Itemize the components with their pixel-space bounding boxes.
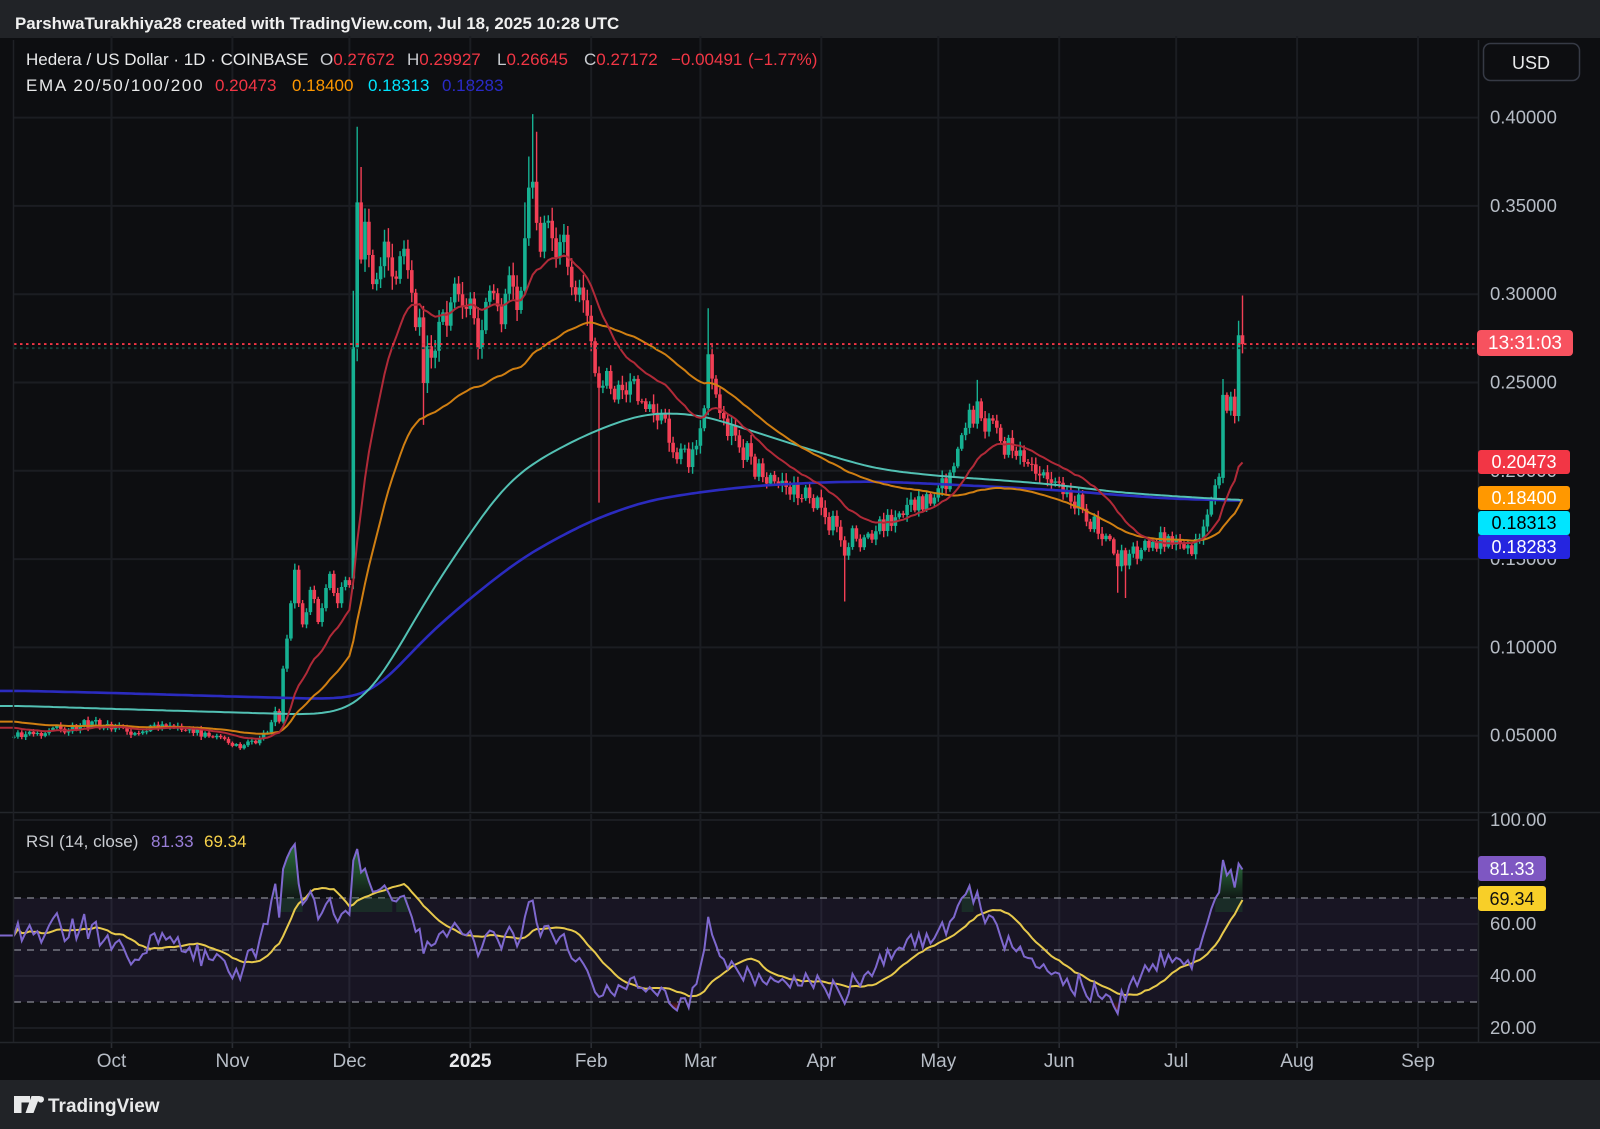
svg-text:USD: USD (1512, 53, 1550, 73)
svg-text:0.35000: 0.35000 (1490, 195, 1557, 216)
svg-text:40.00: 40.00 (1490, 965, 1536, 986)
svg-text:13:31:03: 13:31:03 (1488, 333, 1562, 354)
svg-text:Sep: Sep (1401, 1051, 1435, 1072)
svg-text:ParshwaTurakhiya28 created wit: ParshwaTurakhiya28 created with TradingV… (15, 14, 619, 33)
svg-text:Nov: Nov (216, 1051, 250, 1072)
svg-text:20.00: 20.00 (1490, 1017, 1536, 1038)
svg-text:Dec: Dec (333, 1051, 367, 1072)
svg-text:60.00: 60.00 (1490, 913, 1536, 934)
svg-text:Jul: Jul (1164, 1051, 1188, 1072)
svg-text:0.18313: 0.18313 (1491, 513, 1556, 533)
svg-text:0.30000: 0.30000 (1490, 283, 1557, 304)
svg-text:Oct: Oct (97, 1051, 127, 1072)
svg-text:2025: 2025 (449, 1051, 492, 1072)
svg-text:0.18283: 0.18283 (1491, 537, 1556, 557)
svg-text:0.05000: 0.05000 (1490, 725, 1557, 746)
svg-text:Hedera / US Dollar · 1D · COIN: Hedera / US Dollar · 1D · COINBASE O0.276… (26, 50, 817, 69)
svg-text:81.33: 81.33 (1489, 859, 1534, 879)
svg-text:0.20473: 0.20473 (1491, 452, 1556, 472)
svg-text:Apr: Apr (807, 1051, 837, 1072)
svg-text:Aug: Aug (1280, 1051, 1314, 1072)
svg-text:0.25000: 0.25000 (1490, 372, 1557, 393)
svg-text:TradingView: TradingView (48, 1096, 160, 1117)
svg-text:Jun: Jun (1044, 1051, 1075, 1072)
svg-text:0.10000: 0.10000 (1490, 636, 1557, 657)
svg-text:0.18400: 0.18400 (1491, 488, 1556, 508)
svg-text:69.34: 69.34 (1489, 889, 1534, 909)
svg-text:Mar: Mar (684, 1051, 717, 1072)
svg-text:Feb: Feb (575, 1051, 608, 1072)
svg-text:100.00: 100.00 (1490, 809, 1547, 830)
svg-text:0.40000: 0.40000 (1490, 107, 1557, 128)
svg-text:May: May (920, 1051, 956, 1072)
